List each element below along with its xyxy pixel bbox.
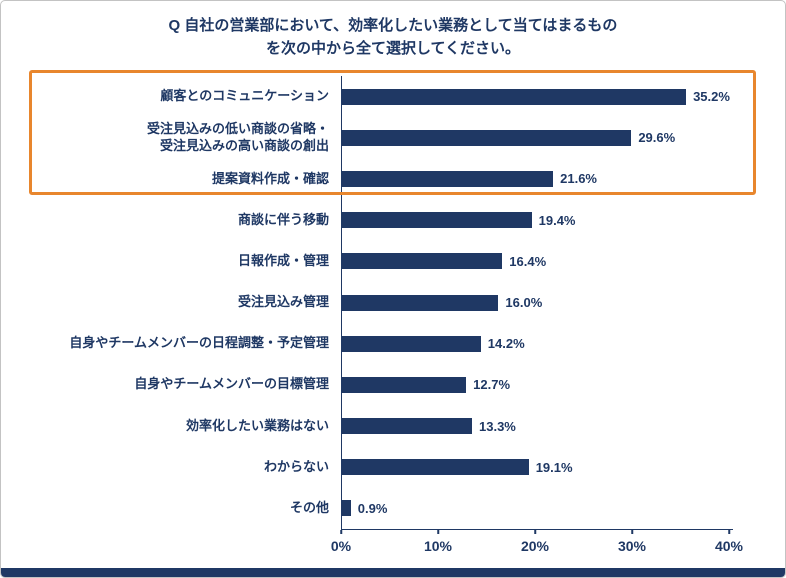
chart-rows: 顧客とのコミュニケーション 35.2% 受注見込みの低い商談の省略・ 受注見込みの高… <box>21 76 733 530</box>
x-tick-mark <box>340 530 342 534</box>
chart-row: 日報作成・管理 16.4% <box>21 240 733 282</box>
category-label: 提案資料作成・確認 <box>211 170 329 186</box>
bar <box>342 88 687 105</box>
chart-row: 自身やチームメンバーの日程調整・予定管理 14.2% <box>21 323 733 365</box>
x-tick-mark <box>728 530 730 534</box>
x-tick-label: 0% <box>330 538 352 554</box>
bar-area: 16.4% <box>341 240 733 282</box>
value-label: 19.1% <box>535 459 573 475</box>
category-label: 受注見込み管理 <box>237 294 329 310</box>
bar <box>342 253 503 270</box>
bar-chart: 顧客とのコミュニケーション 35.2% 受注見込みの低い商談の省略・ 受注見込みの高… <box>21 76 743 560</box>
chart-title-line-1: Q 自社の営業部において、効率化したい業務として当てはまるもの <box>168 17 618 34</box>
bar-area: 13.3% <box>341 405 733 447</box>
category-label: 自身やチームメンバーの日程調整・予定管理 <box>69 335 329 351</box>
x-axis: 0% 10% 20% 30% 40% <box>331 529 743 560</box>
bar-area: 19.4% <box>341 199 733 241</box>
x-tick-label: 30% <box>617 538 647 554</box>
x-tick-mark <box>631 530 633 534</box>
bottom-border-bar <box>1 568 785 577</box>
chart-title: Q 自社の営業部において、効率化したい業務として当てはまるもの を次の中から全て… <box>1 14 785 61</box>
chart-row: 受注見込みの低い商談の省略・ 受注見込みの高い商談の創出 29.6% <box>21 117 733 159</box>
bar <box>342 294 499 311</box>
category-label: 商談に伴う移動 <box>237 211 329 227</box>
x-tick-label: 20% <box>520 538 550 554</box>
category-label: わからない <box>263 458 329 474</box>
chart-row: その他 0.9% <box>21 487 733 530</box>
bar-area: 14.2% <box>341 323 733 365</box>
bar-area: 29.6% <box>341 117 733 159</box>
bar <box>342 500 351 517</box>
value-label: 29.6% <box>638 130 676 146</box>
category-label: 効率化したい業務はない <box>185 417 329 433</box>
bar <box>342 335 481 352</box>
x-tick-mark <box>534 530 536 534</box>
value-label: 35.2% <box>693 89 730 105</box>
x-tick-label: 10% <box>423 538 453 554</box>
value-label: 16.0% <box>505 295 543 311</box>
value-label: 16.4% <box>509 253 547 269</box>
bar-area: 12.7% <box>341 364 733 406</box>
category-label: 自身やチームメンバーの目標管理 <box>134 376 329 392</box>
category-label: 日報作成・管理 <box>237 252 329 268</box>
x-tick-mark <box>437 530 439 534</box>
chart-row: 受注見込み管理 16.0% <box>21 281 733 324</box>
value-label: 12.7% <box>473 377 511 393</box>
bar-area: 21.6% <box>341 158 733 200</box>
chart-row: 自身やチームメンバーの目標管理 12.7% <box>21 364 733 406</box>
chart-title-line-2: を次の中から全て選択してください。 <box>265 40 521 58</box>
bar <box>342 459 529 476</box>
bar <box>342 129 632 146</box>
value-label: 0.9% <box>357 500 388 516</box>
chart-row: 商談に伴う移動 19.4% <box>21 199 733 241</box>
value-label: 19.4% <box>538 212 576 228</box>
category-label: 受注見込みの低い商談の省略・ 受注見込みの高い商談の創出 <box>146 120 329 153</box>
bar <box>342 212 532 229</box>
bar <box>342 376 467 393</box>
chart-row: 提案資料作成・確認 21.6% <box>21 158 733 200</box>
category-label: その他 <box>289 500 329 516</box>
value-label: 21.6% <box>560 171 597 187</box>
bar-area: 0.9% <box>341 487 733 530</box>
x-tick-label: 40% <box>714 538 744 554</box>
value-label: 14.2% <box>487 336 525 352</box>
bar <box>342 418 472 435</box>
bar-area: 35.2% <box>341 76 733 118</box>
bar-area: 16.0% <box>341 281 733 324</box>
chart-row: 効率化したい業務はない 13.3% <box>21 405 733 447</box>
chart-row: 顧客とのコミュニケーション 35.2% <box>21 76 733 118</box>
bar-area: 19.1% <box>341 446 733 488</box>
bar <box>342 170 554 187</box>
category-label: 顧客とのコミュニケーション <box>160 88 329 104</box>
value-label: 13.3% <box>479 418 516 434</box>
chart-row: わからない 19.1% <box>21 446 733 488</box>
